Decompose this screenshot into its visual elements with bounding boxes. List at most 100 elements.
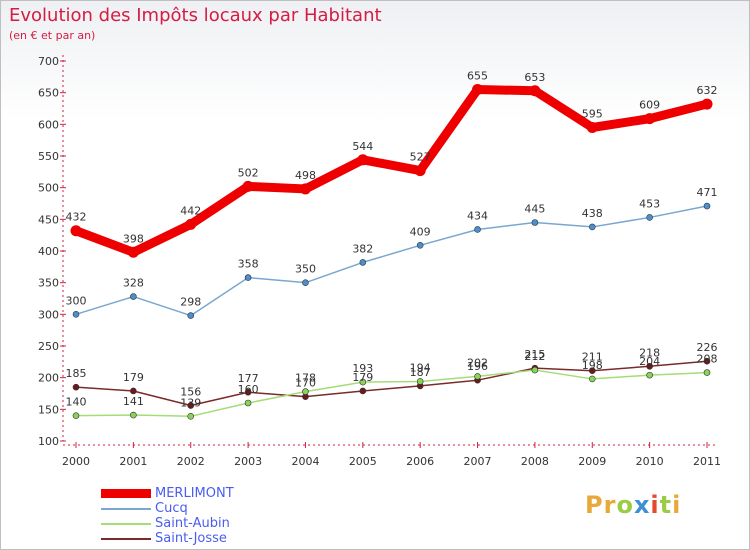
data-point-saint-josse	[703, 357, 711, 365]
x-tick-label: 2007	[464, 455, 492, 468]
data-point-merlimont	[586, 122, 598, 133]
legend-label: Saint-Josse	[155, 531, 227, 546]
data-point-merlimont	[185, 218, 197, 230]
data-label-merlimont: 498	[295, 169, 316, 182]
data-label-saint-aubin: 212	[524, 350, 545, 363]
y-tick-label: 650	[38, 87, 59, 100]
data-label-merlimont: 595	[582, 108, 603, 121]
legend-item-cucq: Cucq	[101, 501, 321, 516]
data-point-saint-josse	[72, 383, 80, 391]
y-tick-label: 350	[38, 277, 59, 290]
legend-swatch	[101, 538, 151, 540]
data-label-saint-aubin: 141	[123, 395, 144, 408]
data-label-saint-josse: 170	[295, 377, 316, 390]
data-point-saint-aubin	[646, 371, 653, 379]
data-label-saint-josse: 177	[238, 372, 259, 385]
legend-swatch	[101, 508, 151, 510]
legend-item-saint-josse: Saint-Josse	[101, 531, 321, 546]
legend: MERLIMONT Cucq Saint-Aubin Saint-Josse	[101, 486, 321, 546]
data-point-saint-aubin	[359, 378, 367, 386]
data-label-saint-aubin: 204	[639, 355, 660, 368]
data-label-saint-josse: 218	[639, 346, 660, 359]
data-label-cucq: 298	[180, 296, 201, 309]
x-tick-label: 2002	[177, 455, 205, 468]
data-point-saint-aubin	[416, 378, 424, 385]
data-point-merlimont	[299, 183, 311, 195]
y-tick-label: 550	[38, 150, 59, 163]
logo-letter: o	[616, 491, 634, 519]
data-label-merlimont: 527	[410, 151, 431, 164]
data-point-cucq	[416, 242, 424, 249]
data-point-merlimont	[414, 165, 426, 177]
data-point-cucq	[588, 223, 596, 231]
series-line-cucq	[75, 205, 708, 317]
data-label-cucq: 382	[352, 242, 373, 255]
data-label-saint-josse: 215	[524, 348, 545, 361]
data-point-saint-aubin	[244, 399, 252, 407]
series-line-saint-josse	[75, 360, 708, 407]
data-label-merlimont: 398	[123, 232, 144, 245]
data-label-cucq: 471	[697, 186, 718, 199]
y-tick-label: 100	[38, 435, 59, 448]
logo-letter: P	[585, 491, 604, 519]
data-point-saint-aubin	[703, 369, 711, 376]
logo-letter: x	[633, 491, 651, 519]
legend-item-merlimont: MERLIMONT	[101, 486, 321, 501]
data-label-saint-josse: 185	[66, 367, 87, 380]
data-point-saint-josse	[187, 402, 195, 409]
logo-letter: i	[672, 491, 682, 519]
data-point-saint-aubin	[302, 388, 309, 395]
legend-swatch	[101, 489, 151, 498]
data-label-saint-josse: 187	[410, 366, 431, 379]
x-tick-label: 2005	[349, 455, 377, 468]
data-point-saint-josse	[244, 388, 252, 396]
data-label-cucq: 358	[238, 258, 259, 271]
data-label-saint-josse: 211	[582, 351, 603, 364]
data-label-merlimont: 502	[238, 166, 259, 179]
y-tick-label: 700	[38, 55, 59, 68]
data-point-cucq	[130, 293, 137, 300]
logo-letter: t	[659, 491, 673, 519]
data-label-layer: 185 179 156 177 170 179 187 196 215 211 218 226 140 1…	[66, 70, 718, 410]
series-layer	[70, 84, 713, 420]
data-point-saint-aubin	[72, 412, 80, 419]
data-label-saint-aubin: 139	[180, 396, 201, 409]
data-point-merlimont	[529, 85, 541, 97]
data-point-saint-aubin	[187, 412, 195, 420]
data-label-cucq: 409	[410, 225, 431, 238]
data-point-saint-aubin	[474, 373, 481, 380]
data-label-merlimont: 653	[524, 71, 545, 84]
legend-swatch	[101, 523, 151, 525]
data-label-saint-aubin: 160	[238, 383, 259, 396]
data-label-cucq: 300	[66, 294, 87, 307]
x-tick-label: 2009	[578, 455, 606, 468]
data-point-cucq	[646, 214, 653, 221]
x-tick-label: 2004	[291, 455, 319, 468]
series-line-merlimont	[71, 85, 712, 257]
x-tick-label: 2006	[406, 455, 434, 468]
chart-subtitle: (en € et par an)	[9, 29, 96, 42]
data-label-cucq: 434	[467, 209, 488, 222]
data-label-cucq: 328	[123, 277, 144, 290]
y-tick-label: 300	[38, 308, 59, 321]
data-point-merlimont	[701, 98, 713, 110]
data-point-saint-josse	[588, 367, 596, 375]
data-label-merlimont: 632	[697, 84, 718, 97]
data-point-saint-josse	[646, 362, 653, 370]
logo-letter: r	[603, 491, 617, 519]
data-point-merlimont	[70, 225, 82, 237]
data-point-merlimont	[644, 113, 656, 125]
data-point-saint-aubin	[531, 366, 539, 374]
chart-title: Evolution des Impôts locaux par Habitant	[9, 5, 382, 26]
legend-label: Saint-Aubin	[155, 516, 230, 531]
x-tick-label: 2008	[521, 455, 549, 468]
data-point-merlimont	[357, 154, 369, 166]
data-label-cucq: 350	[295, 263, 316, 276]
data-label-cucq: 438	[582, 207, 603, 220]
data-label-saint-aubin: 178	[295, 372, 316, 385]
legend-item-saint-aubin: Saint-Aubin	[101, 516, 321, 531]
data-label-merlimont: 544	[352, 140, 373, 153]
y-tick-label: 450	[38, 213, 59, 226]
data-label-saint-josse: 179	[123, 371, 144, 384]
